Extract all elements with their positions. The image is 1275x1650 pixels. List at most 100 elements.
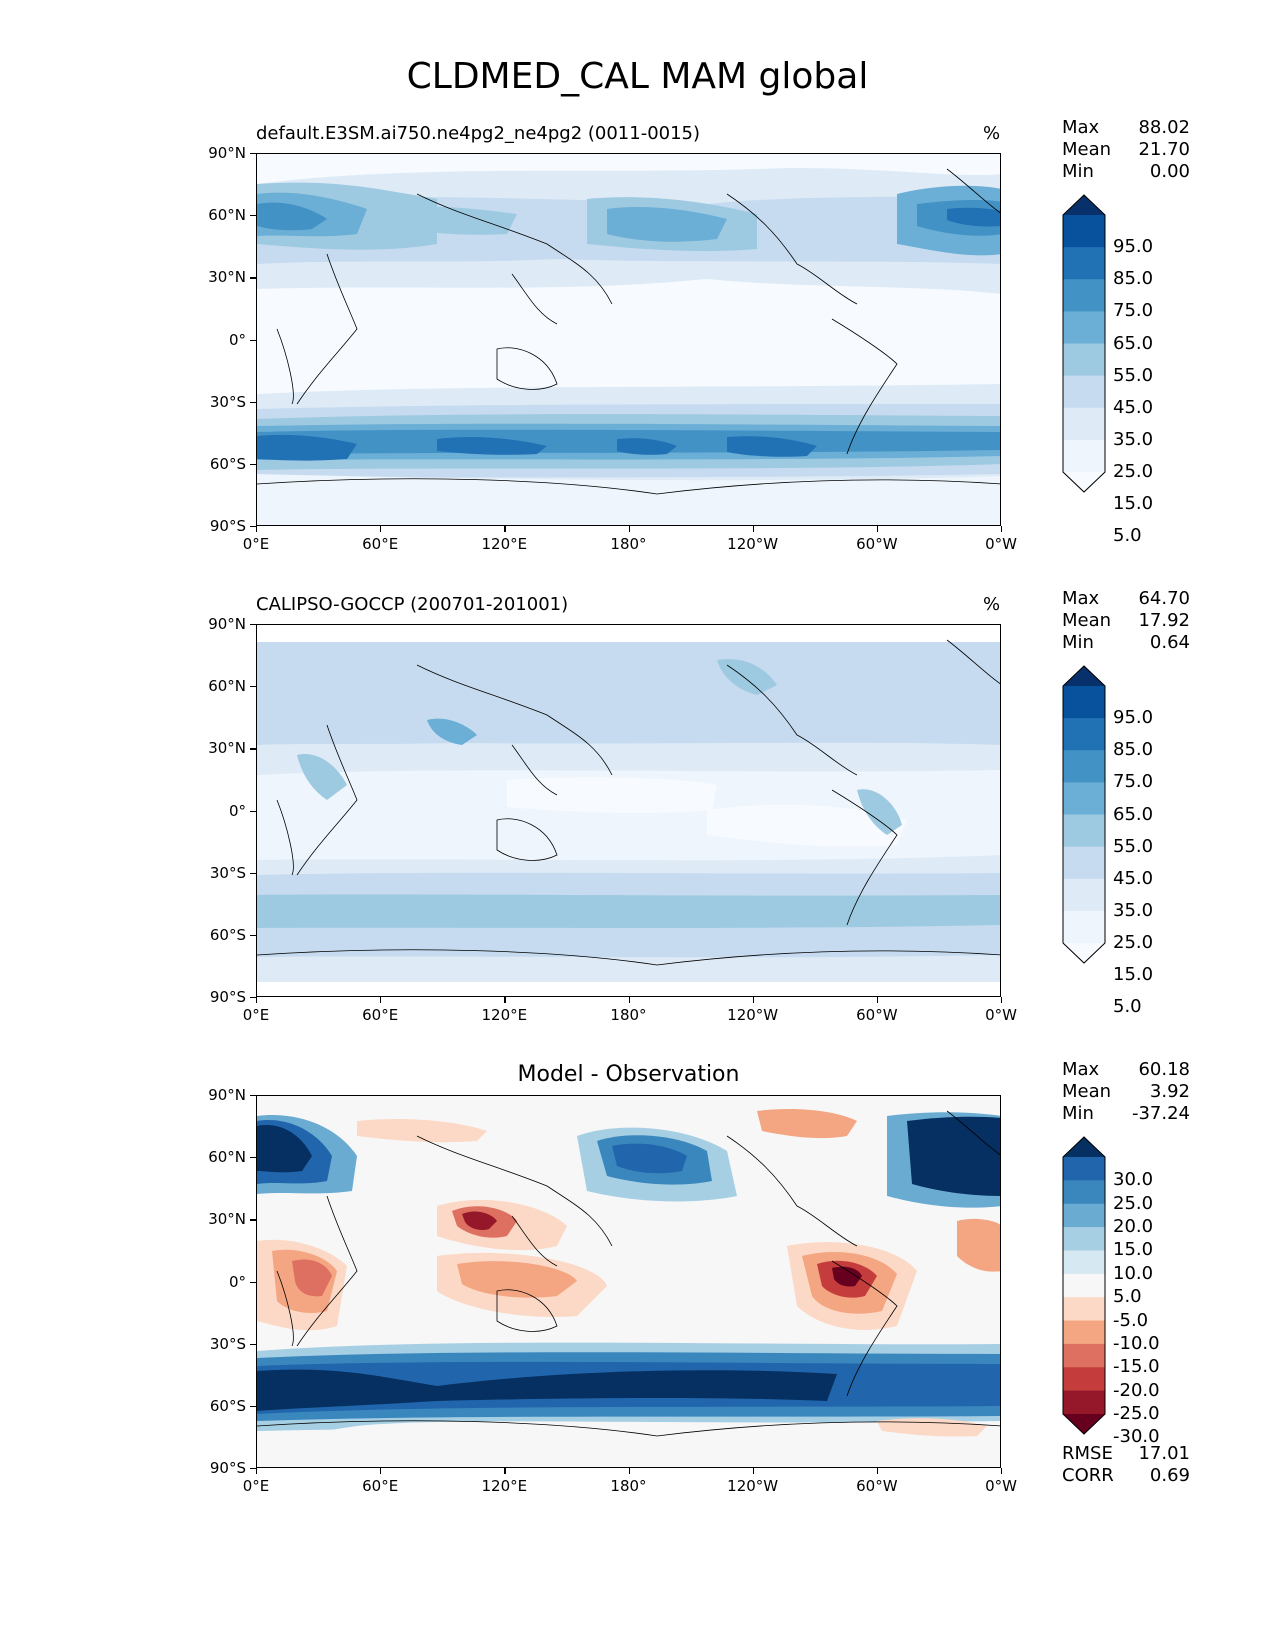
colorbar-segment: [1063, 846, 1105, 880]
x-tick-label: 120°W: [727, 1006, 779, 1024]
colorbar-extend-top: [1063, 195, 1105, 215]
y-tick-label: 90°S: [209, 1459, 246, 1477]
y-tick-label: 60°S: [209, 925, 246, 944]
y-tick-mark: [250, 215, 256, 217]
colorbar-panel3: [1062, 1136, 1106, 1435]
colorbar-tick-label: 20.0: [1113, 1216, 1154, 1238]
colorbar-tick-label: 35.0: [1113, 899, 1154, 921]
colorbar-panel2: [1062, 665, 1106, 964]
x-tick-mark: [1001, 526, 1003, 532]
colorbar-tick-label: -5.0: [1113, 1309, 1149, 1331]
x-tick-mark: [876, 1468, 879, 1474]
x-tick-mark: [1001, 997, 1003, 1003]
figure-title: CLDMED_CAL MAM global: [406, 56, 869, 97]
y-tick-label: 90°N: [208, 144, 246, 162]
colorbar-tick-label: 85.0: [1113, 739, 1154, 761]
stat-min: -37.24: [1131, 1103, 1190, 1124]
x-tick-label: 0°E: [242, 535, 270, 553]
y-tick-mark: [250, 1157, 256, 1159]
colorbar-tick-label: 5.0: [1113, 525, 1142, 547]
stat-label: Max: [1062, 117, 1100, 138]
colorbar-tick-label: -15.0: [1113, 1356, 1160, 1378]
x-tick-mark: [256, 997, 258, 1003]
colorbar-tick-label: 55.0: [1113, 835, 1154, 857]
y-tick-label: 60°S: [209, 454, 246, 473]
colorbar-tick-label: 45.0: [1113, 396, 1154, 418]
x-tick-label: 0°W: [985, 1477, 1017, 1495]
y-tick-mark: [250, 1468, 256, 1470]
colorbar-tick-label: -30.0: [1113, 1426, 1160, 1448]
y-tick-mark: [250, 401, 256, 403]
x-tick-label: 120°E: [481, 1006, 528, 1024]
stat-label: Min: [1062, 632, 1094, 653]
colorbar-tick-label: 25.0: [1113, 1192, 1154, 1214]
y-tick-label: 60°N: [208, 1148, 246, 1167]
y-tick-mark: [250, 872, 256, 874]
x-tick-label: 60°W: [856, 1006, 898, 1024]
panel1-map: [256, 153, 1001, 526]
y-tick-mark: [250, 526, 256, 528]
colorbar-segment: [1063, 1343, 1105, 1368]
x-tick-mark: [876, 997, 879, 1003]
colorbar-tick-label: -10.0: [1113, 1332, 1160, 1354]
colorbar-tick-label: 10.0: [1113, 1262, 1154, 1284]
x-tick-mark: [504, 1468, 506, 1474]
y-tick-mark: [250, 1219, 256, 1221]
colorbar-segment: [1063, 814, 1105, 848]
y-tick-label: 30°S: [209, 1334, 246, 1353]
panel2-stats: Max 64.70 Mean 17.92 Min 0.64: [1062, 588, 1190, 654]
colorbar-panel1: [1062, 194, 1106, 493]
stat-min: 0.00: [1149, 161, 1190, 182]
y-tick-label: 90°S: [209, 988, 246, 1006]
colorbar-segment: [1063, 215, 1105, 248]
colorbar-tick-label: 45.0: [1113, 867, 1154, 889]
panel2-map: [256, 624, 1001, 997]
x-tick-label: 0°E: [242, 1006, 270, 1024]
y-tick-label: 30°N: [208, 268, 246, 287]
colorbar-segment: [1063, 1390, 1105, 1415]
y-tick-label: 0°: [228, 330, 246, 349]
x-tick-label: 120°E: [481, 535, 528, 553]
colorbar-tick-label: -25.0: [1113, 1403, 1160, 1424]
stat-mean: 21.70: [1138, 139, 1190, 160]
y-tick-label: 60°N: [208, 677, 246, 696]
y-tick-label: 0°: [228, 801, 246, 820]
y-tick-mark: [250, 277, 256, 279]
y-tick-mark: [250, 1405, 256, 1408]
y-tick-label: 60°N: [208, 206, 246, 225]
x-tick-label: 60°E: [362, 535, 399, 553]
stat-label: Min: [1062, 161, 1094, 182]
colorbar-tick-label: 5.0: [1113, 1286, 1142, 1308]
y-tick-mark: [250, 934, 256, 937]
colorbar-segment: [1063, 782, 1105, 815]
metric-label: CORR: [1062, 1465, 1114, 1486]
x-tick-mark: [1001, 1468, 1003, 1474]
metric-corr: 0.69: [1149, 1465, 1190, 1486]
x-tick-label: 60°W: [856, 1477, 898, 1495]
stat-label: Mean: [1062, 1081, 1112, 1102]
colorbar-segment: [1063, 1157, 1105, 1181]
y-tick-mark: [250, 748, 256, 750]
x-tick-label: 0°E: [242, 1477, 270, 1495]
y-tick-label: 30°N: [208, 1210, 246, 1229]
colorbar-tick-label: 5.0: [1113, 996, 1142, 1018]
colorbar-segment: [1063, 247, 1105, 280]
colorbar-segment: [1063, 878, 1105, 912]
y-tick-mark: [250, 339, 256, 341]
y-tick-label: 30°S: [209, 863, 246, 882]
y-tick-mark: [250, 1281, 256, 1283]
y-tick-label: 90°N: [208, 615, 246, 633]
panel1-field: [257, 154, 1000, 525]
colorbar-tick-label: -20.0: [1113, 1379, 1160, 1401]
colorbar-segment: [1063, 1227, 1105, 1251]
metric-rmse: 17.01: [1138, 1443, 1190, 1464]
colorbar-segment: [1063, 718, 1105, 751]
colorbar-segment: [1063, 343, 1105, 377]
colorbar-segment: [1063, 311, 1105, 344]
panel3-metrics: RMSE 17.01 CORR 0.69: [1062, 1443, 1190, 1487]
x-tick-mark: [256, 526, 258, 532]
y-tick-mark: [250, 686, 256, 688]
y-tick-mark: [250, 1343, 256, 1345]
stat-label: Mean: [1062, 139, 1112, 160]
colorbar-segment: [1063, 439, 1105, 473]
